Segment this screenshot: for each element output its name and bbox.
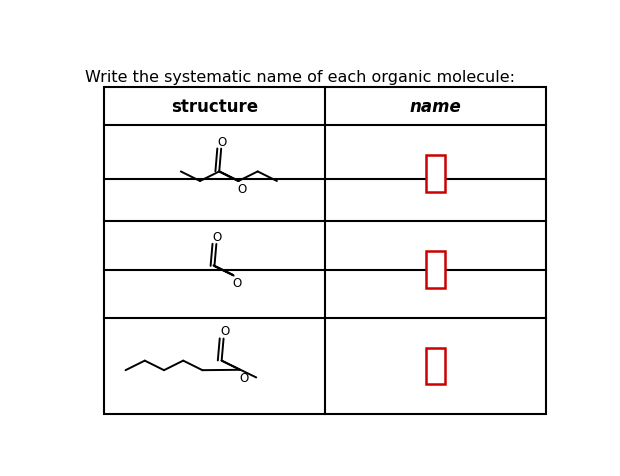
Text: O: O [232, 276, 241, 289]
Text: O: O [213, 230, 222, 243]
Bar [104, 88, 546, 415]
Text: O: O [218, 135, 227, 148]
Text: O: O [239, 371, 249, 384]
Bar [427, 348, 445, 385]
Text: O: O [237, 182, 247, 195]
Text: Write the systematic name of each organic molecule:: Write the systematic name of each organi… [85, 70, 515, 85]
Bar [427, 156, 445, 192]
Text: name: name [410, 98, 461, 116]
Text: structure: structure [171, 98, 258, 116]
Bar [427, 252, 445, 288]
Text: O: O [220, 325, 229, 338]
